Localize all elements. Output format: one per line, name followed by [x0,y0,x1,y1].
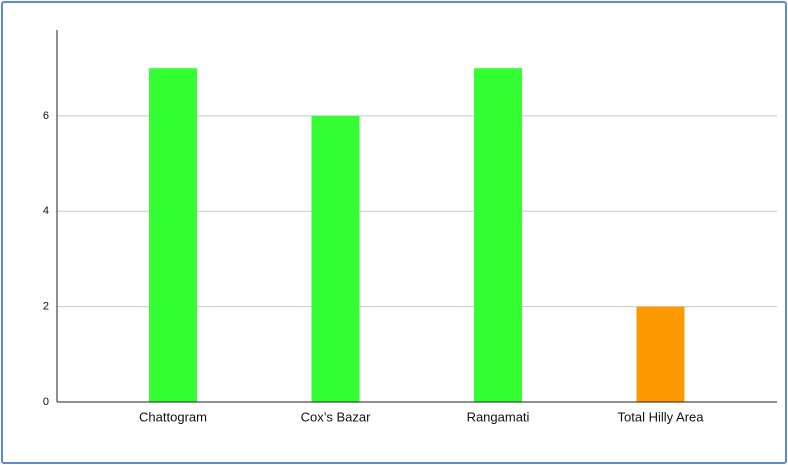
bar [636,306,685,402]
x-tick-label: Total Hilly Area [618,409,705,424]
bar [474,68,522,403]
y-tick-label: 6 [43,110,49,122]
x-tick-label: Chattogram [139,409,207,424]
y-tick-label: 2 [43,301,49,313]
x-tick-label: Rangamati [467,409,530,424]
y-tick-label: 0 [43,396,49,408]
y-tick-label: 4 [43,205,49,217]
bar [311,115,360,402]
bar [149,68,197,403]
x-tick-label: Cox’s Bazar [301,409,372,424]
